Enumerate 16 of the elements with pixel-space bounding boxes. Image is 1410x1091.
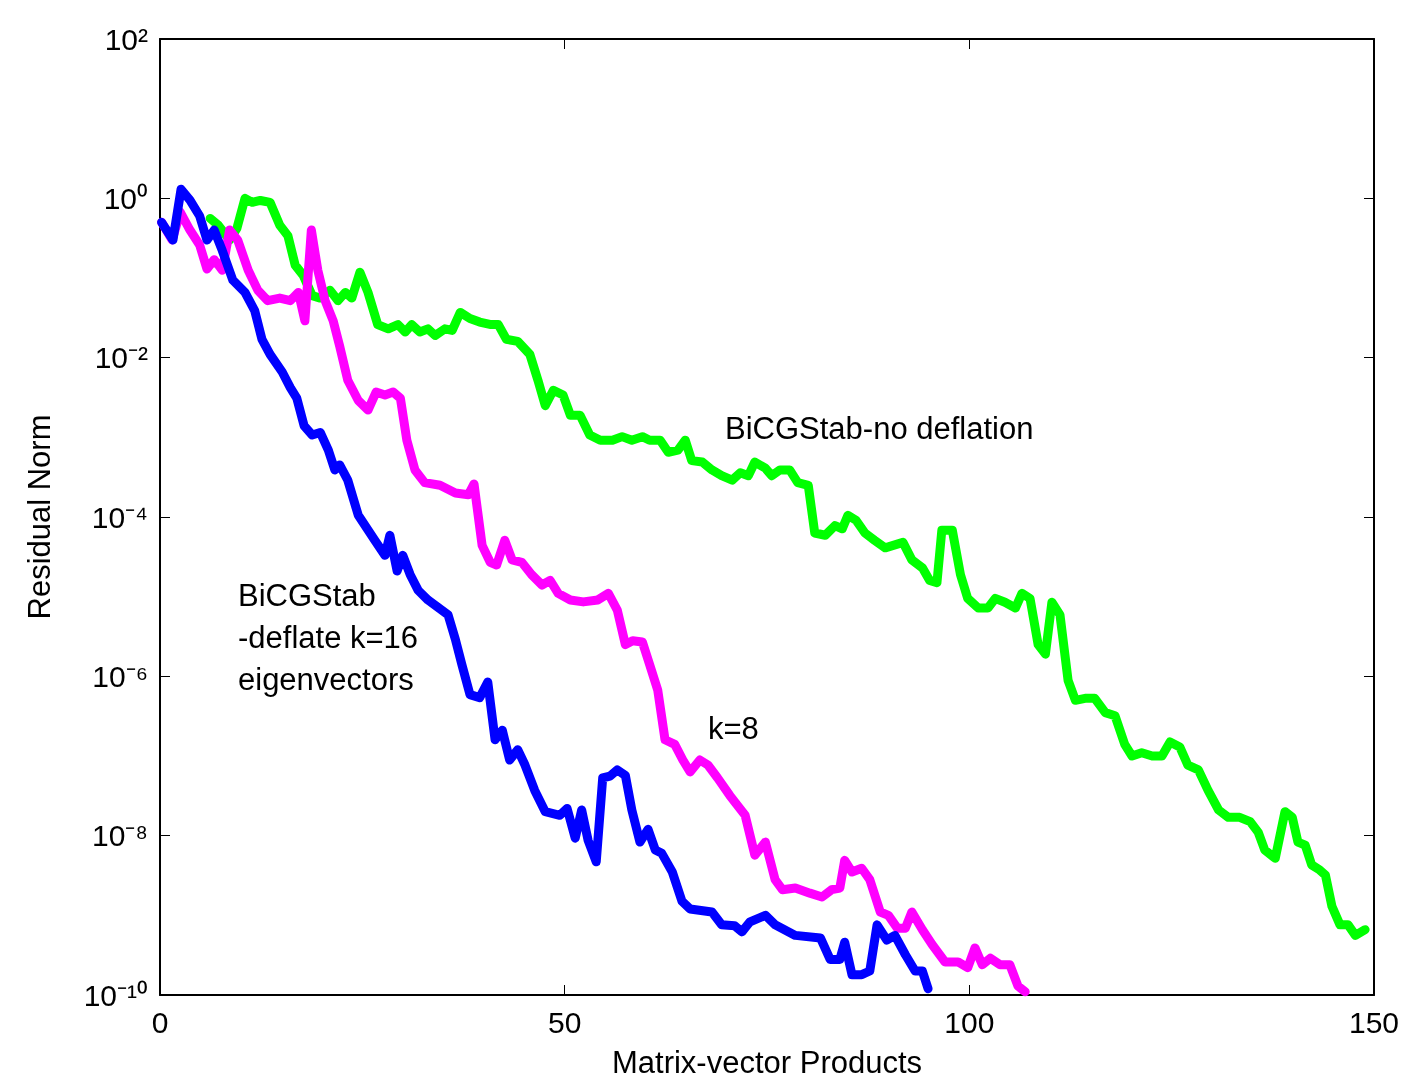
y-tick-label: 10⁻¹⁰	[83, 978, 148, 1012]
y-tick-label: 10⁰	[103, 181, 148, 215]
x-axis-title: Matrix-vector Products	[611, 1045, 923, 1080]
y-tick-label: 10²	[104, 22, 149, 56]
y-tick-label: 10⁻²	[94, 341, 149, 375]
x-tick-label: 50	[547, 1005, 582, 1039]
y-tick-label: 10⁻⁸	[91, 819, 148, 853]
annotation: BiCGStab-no deflation	[725, 410, 1034, 446]
x-tick-label: 0	[151, 1005, 169, 1039]
x-tick-label: 100	[944, 1005, 995, 1039]
annotation: BiCGStab -deflate k=16 eigenvectors	[238, 577, 419, 697]
y-tick-label: 10⁻⁶	[92, 659, 148, 693]
y-axis-title: Residual Norm	[22, 414, 57, 620]
x-tick-label: 150	[1348, 1005, 1400, 1039]
annotation: k=8	[708, 710, 759, 746]
y-tick-label: 10⁻⁴	[91, 500, 148, 534]
